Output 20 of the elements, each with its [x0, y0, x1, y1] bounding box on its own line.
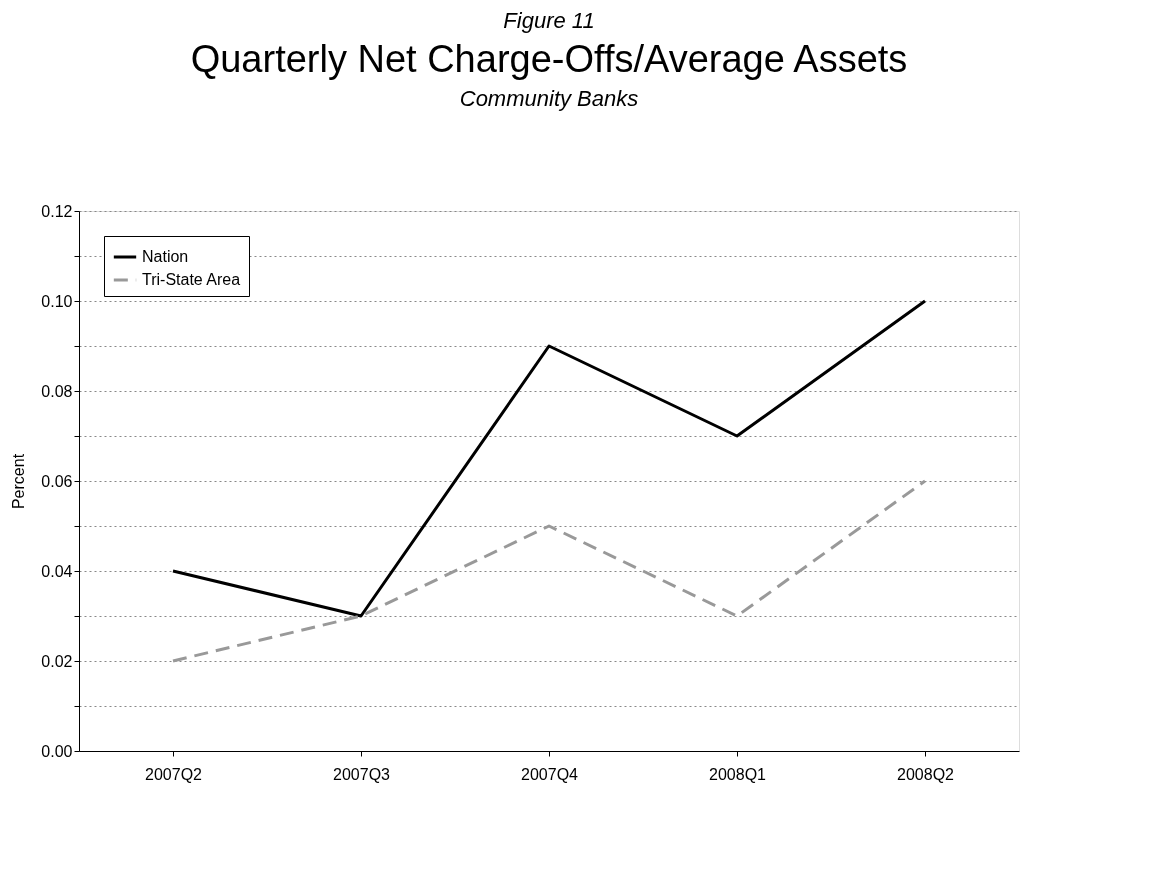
- y-tick-label: 0.06: [41, 472, 73, 490]
- x-tick-label: 2007Q3: [333, 765, 391, 783]
- y-tick-label: 0.12: [41, 202, 73, 220]
- legend-label: Nation: [142, 248, 189, 265]
- x-tick-label: 2007Q4: [521, 765, 579, 783]
- legend-label: Tri-State Area: [142, 271, 241, 288]
- x-tick-label: 2007Q2: [145, 765, 203, 783]
- y-tick-label: 0.04: [41, 562, 73, 580]
- line-series: [171, 479, 927, 663]
- y-tick-label: 0.10: [41, 292, 73, 310]
- y-tick-label: 0.02: [41, 652, 73, 670]
- line-series: [171, 299, 927, 618]
- x-tick-label: 2008Q2: [897, 765, 955, 783]
- y-tick-label: 0.00: [41, 742, 73, 760]
- caption: Figure 11: [503, 8, 595, 33]
- chart-title: Quarterly Net Charge-Offs/Average Assets: [190, 38, 908, 80]
- y-tick-label: 0.08: [41, 382, 73, 400]
- y-axis-title: Percent: [10, 453, 28, 510]
- chart-subtitle: Community Banks: [459, 86, 639, 111]
- x-tick-label: 2008Q1: [709, 765, 767, 783]
